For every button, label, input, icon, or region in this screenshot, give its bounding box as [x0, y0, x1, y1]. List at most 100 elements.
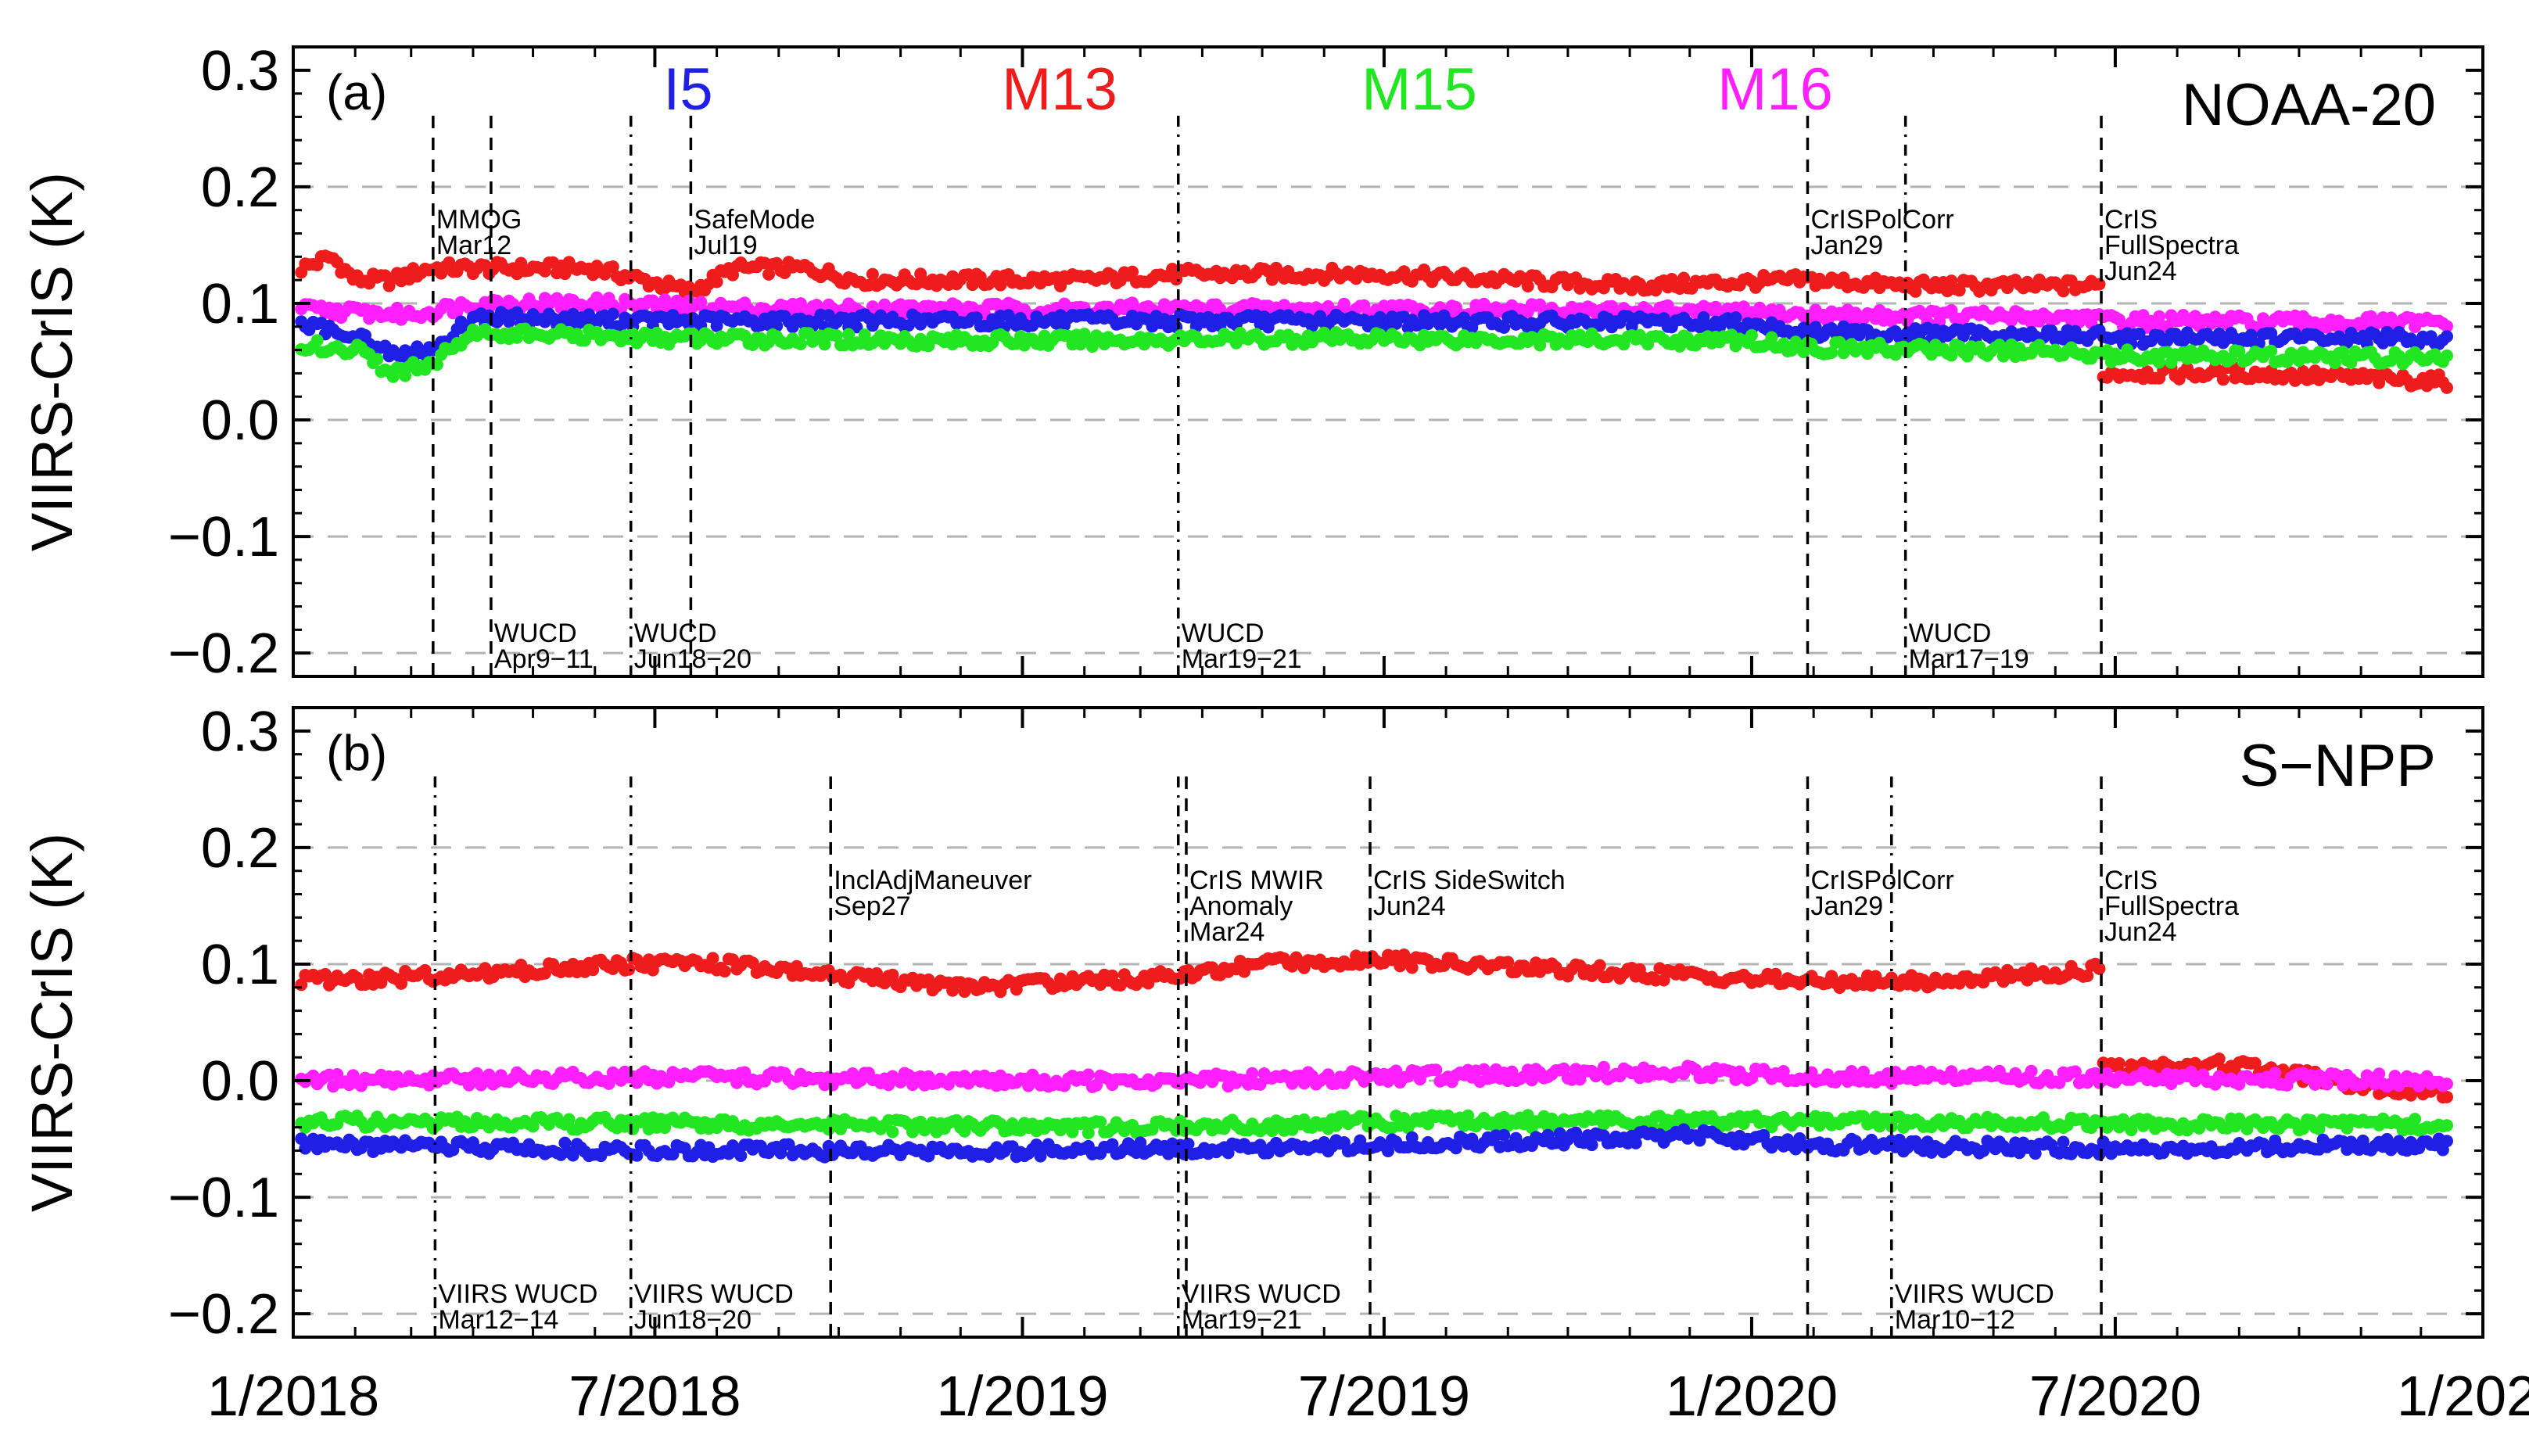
data-point-M16	[1430, 1063, 1443, 1077]
data-point-I5	[2057, 1135, 2070, 1149]
data-point-M13	[622, 963, 636, 976]
data-point-M13	[1657, 974, 1670, 987]
event-label: VIIRS WUCD	[1182, 1279, 1341, 1309]
data-point-I5	[2133, 327, 2146, 340]
data-point-M16	[1857, 1065, 1870, 1078]
data-point-M15	[2233, 345, 2246, 358]
data-point-M16	[2068, 1065, 2082, 1078]
data-point-M15	[886, 1125, 899, 1139]
data-point-M13	[479, 962, 492, 975]
series-M16	[295, 1060, 2453, 1093]
data-point-M15	[2328, 357, 2341, 370]
event-label: VIIRS WUCD	[1895, 1279, 2054, 1309]
event-label: Mar17−19	[1909, 644, 2029, 674]
event-label: Mar19−21	[1182, 1305, 1302, 1335]
data-point-M16	[1525, 1074, 1538, 1087]
data-point-I5	[710, 319, 723, 332]
event-label: Mar24	[1189, 917, 1264, 947]
data-point-M15	[922, 339, 935, 353]
data-point-M15	[562, 1113, 576, 1126]
event-label: Sep27	[834, 891, 910, 921]
event-label: FullSpectra	[2104, 231, 2239, 260]
x-tick-label: 7/2019	[1298, 1365, 1470, 1428]
data-point-M15	[842, 328, 856, 341]
data-point-M13	[746, 956, 759, 970]
event-label: CrIS SideSwitch	[1373, 866, 1566, 895]
event-label: SafeMode	[694, 205, 815, 235]
data-point-M16	[1777, 1065, 1790, 1078]
legend-item-M13: M13	[1002, 56, 1117, 123]
data-point-M16	[2269, 1067, 2282, 1080]
event-label: WUCD	[634, 619, 717, 648]
event-label: Anomaly	[1189, 891, 1293, 921]
data-point-M15	[2312, 1122, 2326, 1135]
event-label: Mar19−21	[1182, 644, 1302, 674]
data-point-M16	[2320, 1078, 2333, 1091]
data-point-M13	[1521, 280, 1534, 292]
event-label: WUCD	[494, 619, 577, 648]
data-point-M13	[994, 278, 1007, 292]
data-point-M16	[602, 1077, 615, 1090]
data-point-I5	[490, 316, 504, 328]
event-label: Mar12	[436, 231, 511, 260]
data-point-I5	[1893, 1133, 1906, 1146]
event-label: Jun24	[2104, 256, 2177, 286]
data-point-I5	[1498, 1128, 1511, 1142]
x-tick-label: 1/2018	[207, 1365, 379, 1428]
data-point-M16	[694, 296, 708, 309]
data-point-M13	[2441, 381, 2453, 394]
data-point-I5	[2029, 1147, 2042, 1160]
data-point-M15	[1534, 339, 1547, 352]
data-point-M15	[371, 353, 384, 366]
data-point-I5	[782, 1138, 795, 1151]
x-tick-label: 7/2018	[569, 1365, 741, 1428]
data-point-M13	[2248, 1056, 2262, 1070]
data-point-M15	[2441, 349, 2453, 362]
data-point-M15	[818, 338, 831, 351]
data-point-M13	[2441, 1090, 2453, 1103]
data-point-M13	[375, 976, 388, 989]
data-point-M15	[1673, 339, 1686, 353]
series-I5	[295, 306, 2453, 365]
panel-label: (a)	[326, 64, 387, 120]
data-point-M15	[399, 369, 412, 382]
data-point-M13	[1677, 271, 1691, 285]
legend-item-I5: I5	[663, 56, 712, 123]
series-M15	[295, 1109, 2453, 1139]
legend-item-M16: M16	[1717, 56, 1833, 123]
data-point-M13	[2113, 1056, 2125, 1070]
event-label: WUCD	[1909, 619, 1992, 648]
plot-frame	[292, 706, 2484, 1339]
panel-label: (b)	[326, 725, 387, 781]
series-M15	[295, 322, 2453, 383]
event-label: VIIRS WUCD	[438, 1279, 597, 1309]
legend-item-M15: M15	[1361, 56, 1477, 123]
data-point-M13	[1953, 284, 1966, 297]
data-point-M15	[310, 334, 324, 347]
data-point-I5	[1729, 311, 1742, 325]
data-point-I5	[2441, 330, 2453, 343]
data-point-M13	[762, 267, 775, 281]
data-point-M16	[2025, 1064, 2038, 1078]
data-point-M16	[551, 292, 564, 305]
data-point-M13	[2093, 962, 2106, 975]
data-point-M13	[1405, 961, 1419, 974]
data-point-M13	[1126, 265, 1139, 278]
series-M13	[295, 249, 2453, 394]
satellite-label: S−NPP	[2240, 733, 2436, 799]
data-point-M13	[2057, 285, 2070, 298]
data-point-M13	[2373, 376, 2386, 389]
y-tick-label: 0.3	[201, 701, 279, 763]
y-tick-label: 0.1	[201, 273, 279, 335]
data-point-M16	[1477, 1063, 1490, 1076]
y-tick-label: 0.2	[201, 156, 279, 219]
y-tick-label: −0.2	[168, 1283, 279, 1346]
data-point-M13	[538, 966, 551, 980]
series-M13	[295, 949, 2453, 1104]
data-point-I5	[1585, 1139, 1598, 1152]
x-tick-label: 1/2021	[2397, 1365, 2529, 1428]
event-label: CrISPolCorr	[1810, 866, 1953, 895]
y-tick-label: 0.3	[201, 40, 279, 102]
data-point-M16	[1597, 1060, 1610, 1074]
